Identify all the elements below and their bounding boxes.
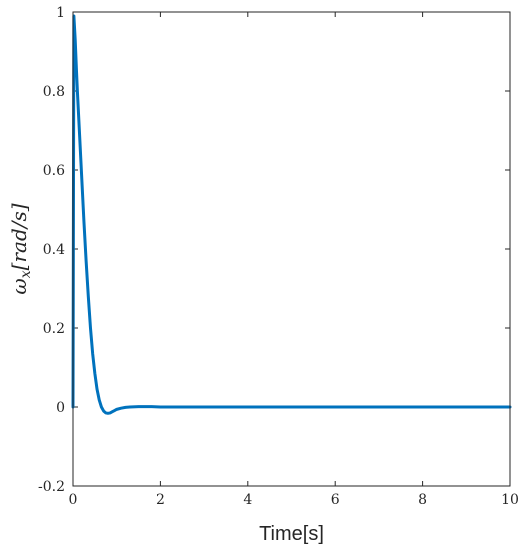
- x-axis-title: Time[s]: [259, 523, 324, 545]
- y-axis-unit: [rad/s]: [7, 203, 31, 270]
- y-axis-subscript: x: [18, 270, 34, 278]
- y-axis-title: ωx[rad/s]: [7, 203, 34, 294]
- y-tick-label: 1: [56, 5, 65, 21]
- y-axis-symbol: ω: [7, 278, 31, 294]
- y-tick-label: -0.2: [38, 479, 65, 495]
- y-tick-label: 0.4: [43, 242, 65, 258]
- x-tick-label: 8: [418, 492, 427, 508]
- axes-box: [72, 11, 511, 487]
- x-tick-label: 0: [69, 492, 78, 508]
- x-tick-label: 6: [331, 492, 340, 508]
- y-tick-label: 0: [56, 400, 65, 416]
- y-tick-label: 0.2: [43, 321, 65, 337]
- x-tick-label: 4: [243, 492, 252, 508]
- y-tick-label: 0.8: [43, 84, 65, 100]
- y-tick-label: 0.6: [43, 163, 65, 179]
- x-tick-label: 2: [156, 492, 165, 508]
- x-tick-label: 10: [501, 492, 519, 508]
- series-line: [71, 14, 512, 415]
- axes-layer: 0 2 4 6 8 10-0.200.20.40.60.81: [38, 5, 519, 508]
- series-layer: [71, 14, 512, 415]
